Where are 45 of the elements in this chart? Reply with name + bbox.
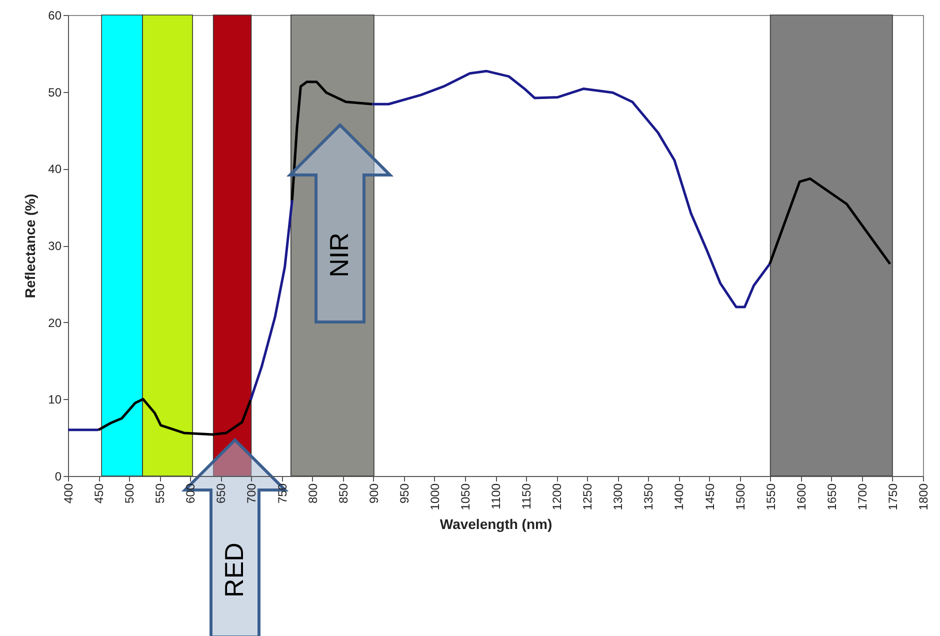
x-tick-label: 700 (244, 483, 259, 504)
x-tick-label: 450 (92, 483, 106, 504)
x-tick-label: 1250 (580, 483, 595, 510)
x-axis-title: Wavelength (nm) (440, 516, 552, 532)
y-tick-label: 20 (48, 316, 62, 330)
annotation: NIR (324, 232, 354, 278)
y-tick-label: 50 (48, 85, 62, 100)
x-tick-label: 1050 (458, 483, 472, 510)
x-tick-label: 1450 (702, 483, 717, 510)
x-tick-label: 1300 (611, 483, 626, 510)
x-tick-label: 1800 (916, 483, 930, 510)
line-series (370, 70, 771, 308)
x-tick-label: 1400 (672, 483, 686, 510)
y-axis-title: Reflectance (%) (22, 194, 38, 298)
x-tick-label: 900 (366, 483, 381, 504)
x-tick-label: 1000 (428, 483, 442, 510)
x-tick-label: 850 (336, 483, 350, 504)
y-tick-label: 0 (54, 470, 62, 484)
x-tick-label: 800 (306, 483, 320, 504)
line-series (249, 198, 294, 402)
x-tick-label: 1150 (520, 483, 534, 510)
x-tick-label: 1750 (886, 483, 900, 510)
y-tick-label: 40 (48, 162, 62, 176)
x-tick-label: 1100 (489, 483, 503, 510)
x-tick-label: 650 (214, 483, 228, 504)
x-tick-label: 1650 (824, 483, 839, 510)
line-series (290, 80, 374, 202)
x-tick-label: 950 (397, 483, 412, 504)
x-tick-label: 400 (62, 483, 76, 504)
y-tick-label: 10 (48, 392, 62, 407)
x-tick-label: 600 (184, 483, 198, 504)
x-tick-label: 750 (275, 483, 290, 504)
line-series (768, 177, 892, 266)
x-tick-label: 1350 (642, 483, 656, 510)
x-tick-label: 1700 (855, 483, 870, 510)
x-tick-label: 1500 (733, 483, 748, 510)
line-series (97, 398, 252, 436)
x-tick-label: 1600 (794, 483, 808, 510)
x-tick-label: 550 (153, 483, 168, 504)
text: RED (219, 542, 249, 598)
y-tick-label: 60 (48, 8, 62, 22)
x-tick-label: 1550 (764, 483, 778, 510)
x-tick-label: 1200 (550, 483, 564, 510)
x-tick-label: 500 (122, 483, 137, 504)
y-tick-label: 30 (48, 239, 62, 253)
